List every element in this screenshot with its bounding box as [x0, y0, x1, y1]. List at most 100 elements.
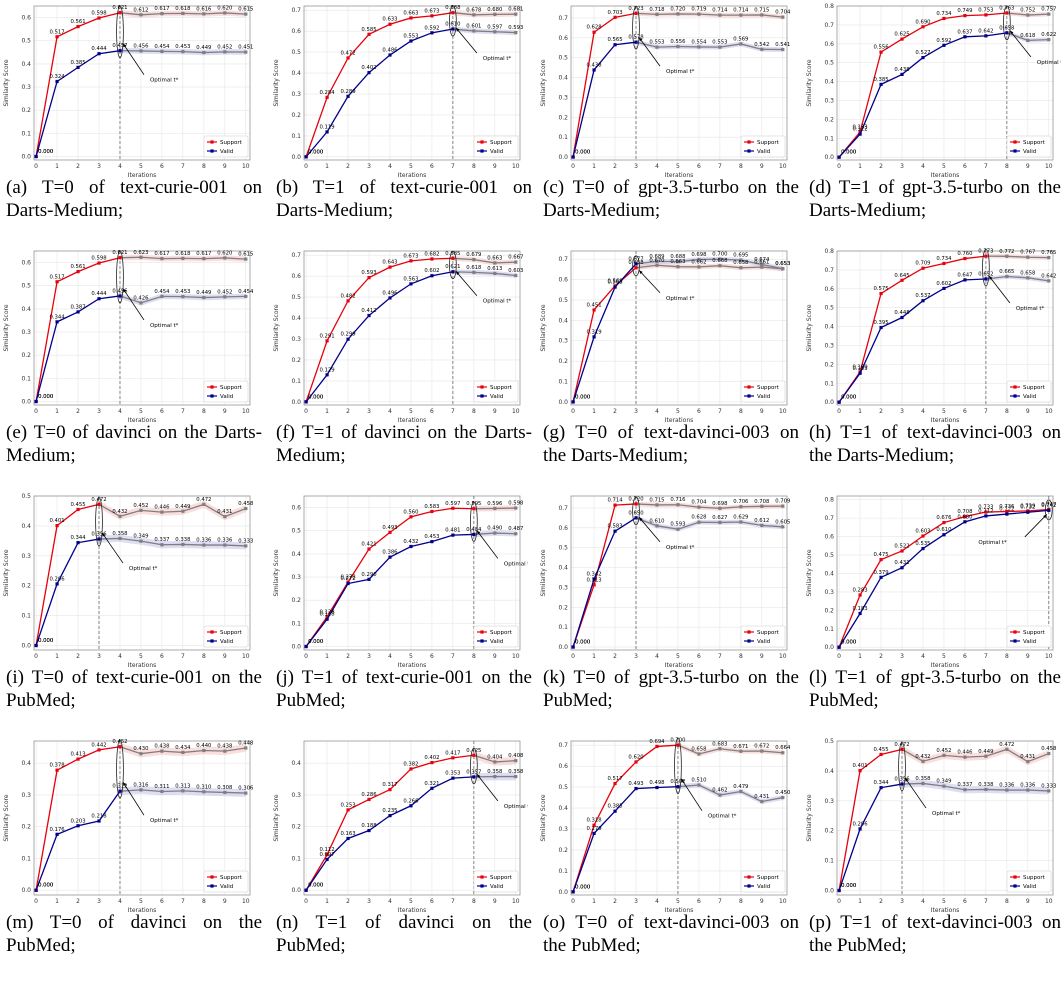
x-tick-label: 4: [388, 408, 392, 415]
support-data-label: 0.000: [841, 150, 857, 156]
support-point: [963, 515, 967, 519]
valid-data-label: 0.357: [466, 769, 481, 775]
valid-data-label: 0.698: [691, 252, 707, 258]
valid-point: [781, 795, 785, 800]
x-tick-label: 6: [430, 163, 434, 170]
legend-marker: [210, 875, 214, 879]
y-tick-label: 0.7: [558, 742, 568, 749]
y-tick-label: 0.7: [291, 7, 301, 14]
x-tick-label: 8: [739, 163, 743, 170]
support-point: [760, 749, 764, 753]
y-tick-label: 0.6: [824, 286, 834, 293]
valid-data-label: 0.000: [841, 395, 857, 401]
support-point: [118, 11, 122, 15]
valid-data-label: 0.578: [628, 35, 644, 41]
optimal-label: Optimal t*: [504, 561, 528, 567]
x-tick-label: 2: [613, 408, 617, 415]
support-data-label: 0.597: [445, 501, 460, 507]
valid-point: [325, 373, 329, 377]
y-tick-label: 0.6: [558, 277, 568, 284]
valid-data-label: 0.000: [308, 883, 324, 889]
support-data-label: 0.673: [403, 253, 418, 259]
valid-point: [367, 577, 371, 581]
support-data-label: 0.618: [175, 6, 191, 12]
x-tick-label: 9: [760, 408, 764, 415]
valid-data-label: 0.622: [1041, 32, 1056, 38]
legend-label: Support: [220, 875, 243, 881]
valid-line: [572, 41, 637, 158]
support-line-after-optimal: [677, 744, 783, 755]
y-tick-label: 0.4: [21, 306, 31, 313]
valid-point: [900, 315, 904, 320]
valid-data-label: 0.537: [915, 293, 930, 299]
x-tick-label: 2: [879, 898, 883, 905]
legend-label: Valid: [757, 884, 770, 890]
support-data-label: 0.449: [175, 504, 190, 510]
valid-point: [244, 791, 248, 795]
x-tick-label: 10: [779, 898, 787, 905]
support-data-label: 0.472: [340, 50, 355, 56]
x-tick-label: 10: [1045, 408, 1053, 415]
legend-marker: [480, 394, 484, 398]
support-data-label: 0.517: [607, 776, 622, 782]
y-tick-label: 0.8: [824, 248, 834, 255]
optimal-arrow: [1024, 514, 1048, 538]
x-axis-label: Iterations: [128, 417, 157, 424]
valid-data-label: 0.356: [894, 777, 910, 783]
support-point: [592, 308, 596, 312]
valid-point: [388, 555, 392, 559]
x-tick-label: 2: [346, 653, 350, 660]
support-point: [388, 530, 392, 534]
support-point: [858, 130, 862, 134]
support-point: [388, 265, 392, 269]
support-data-label: 0.621: [112, 250, 127, 256]
optimal-arrowhead: [1009, 30, 1014, 35]
support-data-label: 0.482: [340, 293, 355, 299]
valid-point: [388, 814, 392, 818]
support-data-label: 0.408: [508, 753, 524, 759]
support-band: [636, 501, 783, 511]
chart-a: 0.0 0.1 0.2 0.3 0.4 0.5 0.6 0 1 2 3 4 5 6 7 8 9 10 Iterati…: [3, 5, 253, 179]
valid-data-label: 0.610: [936, 527, 952, 533]
subplot-g: 0.0 0.1 0.2 0.3 0.4 0.5 0.6 0.7 0 1 2 3 4 5 6 7 8 9 10 Iter…: [537, 245, 799, 490]
legend-box: [1006, 380, 1052, 403]
subplot-b: 0.0 0.1 0.2 0.3 0.4 0.5 0.6 0.7 0 1 2 3 4 5 6 7 8 9 10 Iter…: [270, 0, 532, 245]
valid-data-label: 0.541: [775, 42, 790, 48]
support-data-label: 0.278: [340, 575, 356, 581]
valid-data-label: 0.333: [1041, 783, 1056, 789]
x-tick-label: 8: [472, 408, 476, 415]
valid-point: [613, 529, 617, 533]
valid-point: [1005, 31, 1009, 35]
y-tick-label: 0.2: [824, 116, 834, 123]
support-data-label: 0.112: [319, 847, 334, 853]
optimal-label: Optimal t*: [483, 56, 512, 62]
y-tick-label: 0.4: [824, 324, 834, 331]
subplot-caption: (l) T=1 of gpt-3.5-turbo on the PubMed;: [809, 667, 1061, 711]
valid-data-label: 0.337: [154, 537, 169, 543]
valid-point: [160, 543, 164, 547]
valid-data-label: 0.680: [957, 514, 973, 520]
legend-box: [740, 870, 786, 893]
legend-marker: [1013, 385, 1017, 389]
valid-point: [430, 786, 434, 790]
x-tick-label: 3: [367, 898, 371, 905]
support-point: [676, 743, 680, 747]
support-point: [97, 748, 101, 752]
valid-data-label: 0.153: [852, 366, 867, 372]
subplot-caption: (m) T=0 of davinci on the PubMed;: [6, 912, 262, 956]
valid-point: [493, 774, 497, 779]
valid-data-label: 0.432: [403, 539, 418, 545]
support-data-label: 0.694: [649, 739, 665, 745]
valid-data-label: 0.444: [91, 291, 107, 297]
support-data-label: 0.615: [238, 7, 253, 13]
legend-box: [203, 625, 249, 648]
valid-data-label: 0.453: [175, 44, 190, 50]
support-point: [655, 503, 659, 507]
y-tick-label: 0.4: [558, 75, 568, 82]
support-line-after-optimal: [98, 503, 247, 518]
valid-point: [963, 278, 967, 282]
x-tick-label: 8: [472, 898, 476, 905]
y-tick-label: 0.6: [291, 273, 301, 280]
x-tick-label: 9: [1026, 408, 1030, 415]
valid-point: [304, 888, 308, 892]
